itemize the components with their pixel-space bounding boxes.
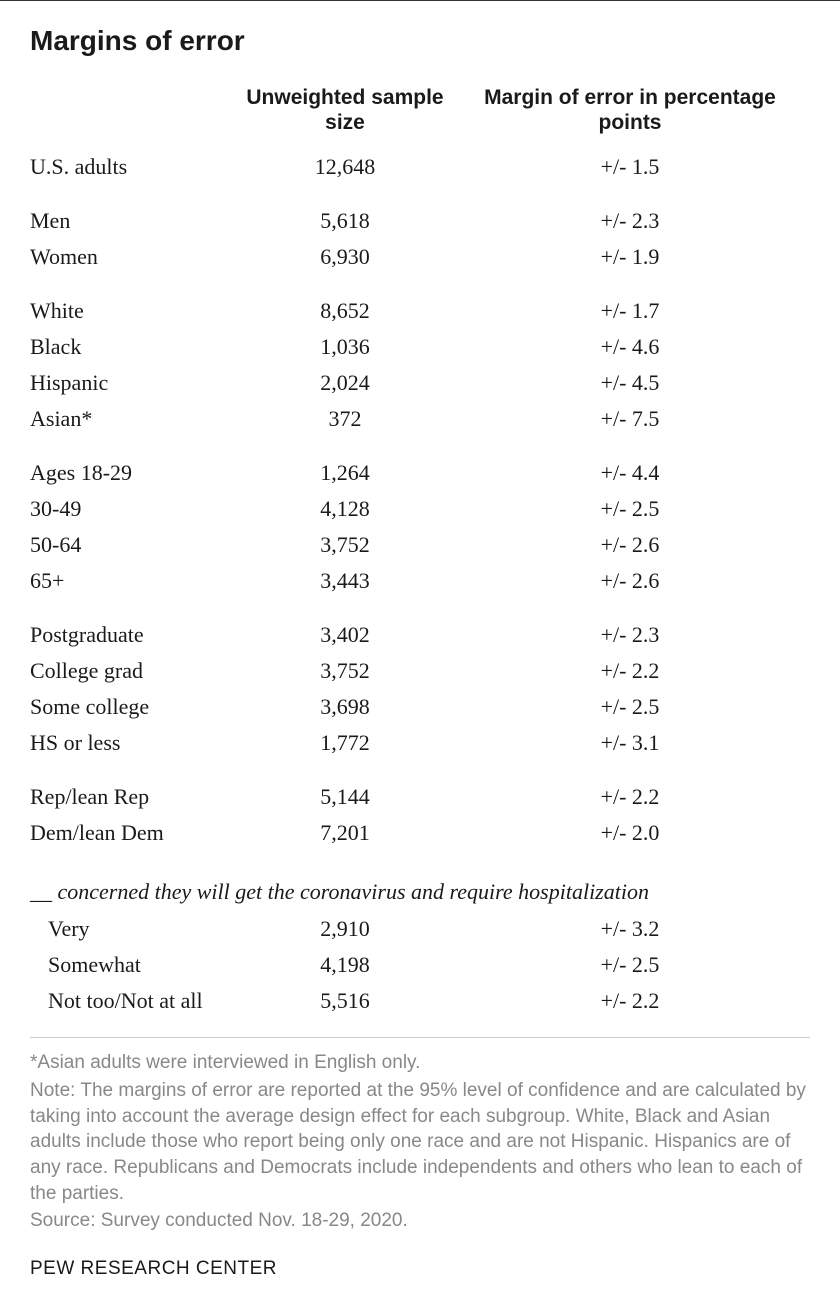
row-label: Hispanic — [30, 370, 240, 396]
table-row: Dem/lean Dem7,201+/- 2.0 — [30, 815, 810, 851]
row-label: White — [30, 298, 240, 324]
table-row: White8,652+/- 1.7 — [30, 293, 810, 329]
row-label: Postgraduate — [30, 622, 240, 648]
row-sample: 2,024 — [240, 370, 450, 396]
group-gap — [30, 185, 810, 203]
row-label: College grad — [30, 658, 240, 684]
table-row: Hispanic2,024+/- 4.5 — [30, 365, 810, 401]
row-sample: 5,618 — [240, 208, 450, 234]
table-row: HS or less1,772+/- 3.1 — [30, 725, 810, 761]
attribution: PEW RESEARCH CENTER — [30, 1258, 810, 1280]
row-moe: +/- 1.9 — [450, 244, 810, 270]
row-sample: 4,198 — [240, 952, 450, 978]
row-moe: +/- 2.6 — [450, 568, 810, 594]
row-sample: 2,910 — [240, 916, 450, 942]
page-title: Margins of error — [30, 25, 810, 57]
row-label: Black — [30, 334, 240, 360]
row-moe: +/- 2.5 — [450, 496, 810, 522]
row-sample: 6,930 — [240, 244, 450, 270]
row-moe: +/- 2.5 — [450, 952, 810, 978]
row-sample: 3,443 — [240, 568, 450, 594]
table-row: Not too/Not at all5,516+/- 2.2 — [30, 983, 810, 1019]
table-row: Asian*372+/- 7.5 — [30, 401, 810, 437]
table-row: 65+3,443+/- 2.6 — [30, 563, 810, 599]
row-label: Ages 18-29 — [30, 460, 240, 486]
row-sample: 7,201 — [240, 820, 450, 846]
row-moe: +/- 2.2 — [450, 784, 810, 810]
table-row: College grad3,752+/- 2.2 — [30, 653, 810, 689]
row-moe: +/- 2.6 — [450, 532, 810, 558]
row-moe: +/- 4.5 — [450, 370, 810, 396]
row-moe: +/- 2.3 — [450, 208, 810, 234]
row-moe: +/- 7.5 — [450, 406, 810, 432]
table-container: Margins of error Unweighted sample size … — [0, 0, 840, 1304]
row-label: Women — [30, 244, 240, 270]
row-label: Men — [30, 208, 240, 234]
group-gap — [30, 437, 810, 455]
row-sample: 3,752 — [240, 532, 450, 558]
table-row: Some college3,698+/- 2.5 — [30, 689, 810, 725]
row-sample: 372 — [240, 406, 450, 432]
row-label: Asian* — [30, 406, 240, 432]
table-row: 50-643,752+/- 2.6 — [30, 527, 810, 563]
row-sample: 3,752 — [240, 658, 450, 684]
row-sample: 4,128 — [240, 496, 450, 522]
group-gap — [30, 851, 810, 869]
row-moe: +/- 2.0 — [450, 820, 810, 846]
row-moe: +/- 1.5 — [450, 154, 810, 180]
row-label: Very — [30, 916, 240, 942]
table-row: Somewhat4,198+/- 2.5 — [30, 947, 810, 983]
row-sample: 3,698 — [240, 694, 450, 720]
data-table: Unweighted sample size Margin of error i… — [30, 85, 810, 1019]
table-row: Black1,036+/- 4.6 — [30, 329, 810, 365]
row-sample: 3,402 — [240, 622, 450, 648]
row-label: Dem/lean Dem — [30, 820, 240, 846]
group-gap — [30, 761, 810, 779]
row-sample: 12,648 — [240, 154, 450, 180]
table-row: Ages 18-291,264+/- 4.4 — [30, 455, 810, 491]
row-moe: +/- 2.3 — [450, 622, 810, 648]
row-moe: +/- 1.7 — [450, 298, 810, 324]
group-gap — [30, 275, 810, 293]
row-moe: +/- 2.2 — [450, 658, 810, 684]
row-label: 30-49 — [30, 496, 240, 522]
row-moe: +/- 3.2 — [450, 916, 810, 942]
row-moe: +/- 3.1 — [450, 730, 810, 756]
row-moe: +/- 4.6 — [450, 334, 810, 360]
table-row: Rep/lean Rep5,144+/- 2.2 — [30, 779, 810, 815]
table-row: U.S. adults12,648+/- 1.5 — [30, 149, 810, 185]
row-label: HS or less — [30, 730, 240, 756]
row-sample: 5,144 — [240, 784, 450, 810]
row-label: Some college — [30, 694, 240, 720]
footnotes: *Asian adults were interviewed in Englis… — [30, 1037, 810, 1279]
row-sample: 8,652 — [240, 298, 450, 324]
footnote-line: Source: Survey conducted Nov. 18-29, 202… — [30, 1208, 810, 1234]
table-header-row: Unweighted sample size Margin of error i… — [30, 85, 810, 135]
header-sample: Unweighted sample size — [240, 85, 450, 135]
header-moe: Margin of error in percentage points — [450, 85, 810, 135]
group-gap — [30, 599, 810, 617]
table-row: 30-494,128+/- 2.5 — [30, 491, 810, 527]
row-sample: 1,772 — [240, 730, 450, 756]
row-moe: +/- 2.5 — [450, 694, 810, 720]
row-moe: +/- 2.2 — [450, 988, 810, 1014]
table-row: Women6,930+/- 1.9 — [30, 239, 810, 275]
row-sample: 1,264 — [240, 460, 450, 486]
row-moe: +/- 4.4 — [450, 460, 810, 486]
row-label: Rep/lean Rep — [30, 784, 240, 810]
subhead-concern: __ concerned they will get the coronavir… — [30, 869, 810, 911]
table-row: Postgraduate3,402+/- 2.3 — [30, 617, 810, 653]
row-label: U.S. adults — [30, 154, 240, 180]
footnote-line: *Asian adults were interviewed in Englis… — [30, 1050, 810, 1076]
table-row: Men5,618+/- 2.3 — [30, 203, 810, 239]
row-sample: 1,036 — [240, 334, 450, 360]
footnote-line: Note: The margins of error are reported … — [30, 1078, 810, 1206]
row-label: 65+ — [30, 568, 240, 594]
row-label: Somewhat — [30, 952, 240, 978]
row-sample: 5,516 — [240, 988, 450, 1014]
row-label: 50-64 — [30, 532, 240, 558]
table-row: Very2,910+/- 3.2 — [30, 911, 810, 947]
row-label: Not too/Not at all — [30, 988, 240, 1014]
